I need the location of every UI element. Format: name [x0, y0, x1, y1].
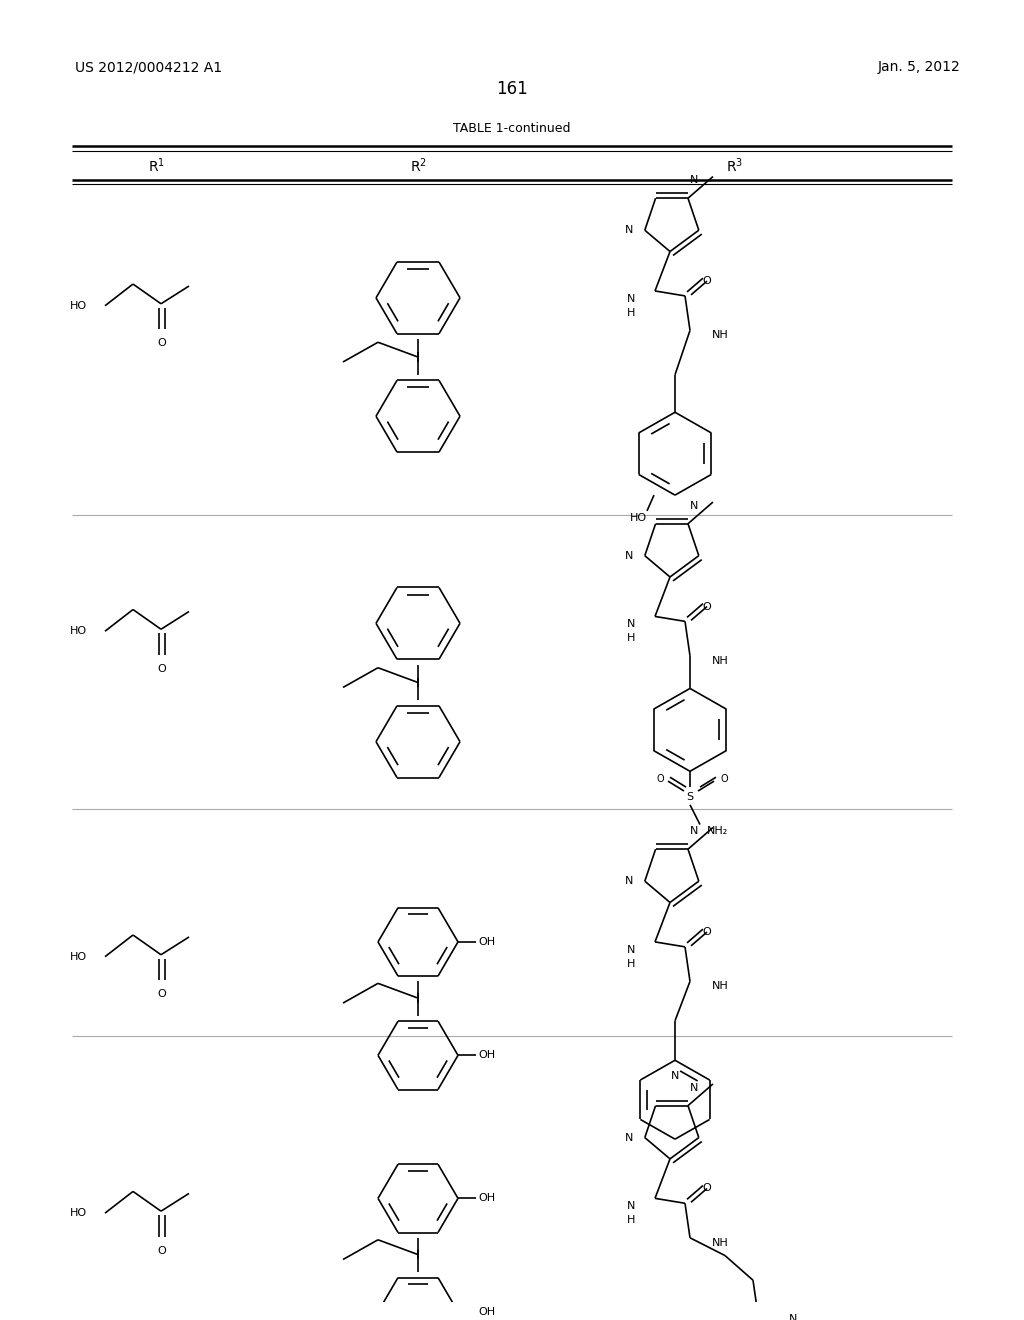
- Text: N: N: [671, 1071, 679, 1081]
- Text: TABLE 1-continued: TABLE 1-continued: [454, 121, 570, 135]
- Text: H: H: [627, 958, 635, 969]
- Text: NH: NH: [712, 1238, 729, 1247]
- Text: H: H: [627, 308, 635, 318]
- Text: O: O: [656, 774, 664, 784]
- Text: $\mathregular{R^3}$: $\mathregular{R^3}$: [726, 156, 743, 176]
- Text: NH: NH: [712, 656, 729, 665]
- Text: HO: HO: [70, 1208, 87, 1218]
- Text: HO: HO: [70, 301, 87, 310]
- Text: HO: HO: [70, 626, 87, 636]
- Text: N: N: [625, 1133, 633, 1143]
- Text: O: O: [158, 1246, 166, 1255]
- Text: H: H: [627, 634, 635, 643]
- Text: Jan. 5, 2012: Jan. 5, 2012: [878, 61, 961, 74]
- Text: US 2012/0004212 A1: US 2012/0004212 A1: [75, 61, 222, 74]
- Text: N: N: [690, 1082, 698, 1093]
- Text: O: O: [702, 1184, 712, 1193]
- Text: 161: 161: [496, 79, 528, 98]
- Text: $\mathregular{R^1}$: $\mathregular{R^1}$: [148, 156, 166, 176]
- Text: S: S: [686, 792, 693, 803]
- Text: N: N: [627, 1201, 635, 1212]
- Text: N: N: [690, 176, 698, 186]
- Text: N: N: [627, 294, 635, 304]
- Text: OH: OH: [478, 937, 496, 946]
- Text: O: O: [158, 664, 166, 673]
- Text: N: N: [625, 550, 633, 561]
- Text: OH: OH: [478, 1051, 496, 1060]
- Text: HO: HO: [70, 952, 87, 962]
- Text: O: O: [702, 276, 712, 286]
- Text: NH₂: NH₂: [708, 826, 729, 837]
- Text: N: N: [625, 876, 633, 886]
- Text: O: O: [720, 774, 728, 784]
- Text: NH: NH: [712, 981, 729, 991]
- Text: N: N: [690, 502, 698, 511]
- Text: OH: OH: [478, 1193, 496, 1204]
- Text: HO: HO: [630, 512, 647, 523]
- Text: O: O: [158, 338, 166, 348]
- Text: O: O: [702, 602, 712, 611]
- Text: O: O: [702, 927, 712, 937]
- Text: NH: NH: [712, 330, 729, 341]
- Text: N: N: [625, 226, 633, 235]
- Text: $\mathregular{R^2}$: $\mathregular{R^2}$: [410, 156, 427, 176]
- Text: N: N: [627, 945, 635, 954]
- Text: O: O: [158, 989, 166, 999]
- Text: H: H: [627, 1214, 635, 1225]
- Text: N: N: [788, 1313, 797, 1320]
- Text: N: N: [627, 619, 635, 630]
- Text: OH: OH: [478, 1307, 496, 1317]
- Text: N: N: [690, 826, 698, 837]
